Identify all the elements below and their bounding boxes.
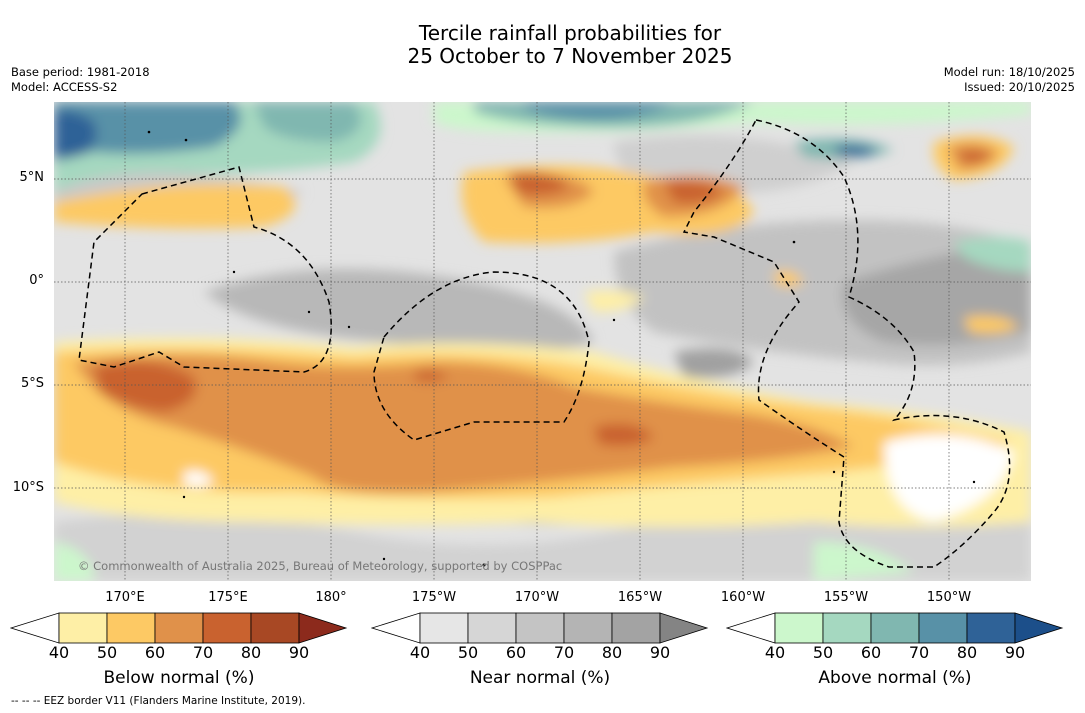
colorbar-segment (106, 612, 156, 644)
colorbar-lower-extension (371, 612, 421, 644)
model-run-text: Model run: 18/10/2025 (943, 65, 1075, 79)
cb-below-tick: 90 (288, 643, 310, 662)
lon-label-170e: 170°E (105, 590, 145, 605)
rainfall-probability-map: © Commonwealth of Australia 2025, Bureau… (54, 102, 1031, 581)
map-title-line2: 25 October to 7 November 2025 (407, 44, 733, 68)
colorbar-segment (202, 612, 252, 644)
colorbar-near-normal-label: Near normal (%) (469, 668, 611, 688)
lon-label-160w: 160°W (720, 590, 766, 605)
model-text: Model: ACCESS-S2 (11, 80, 118, 94)
copyright-credit: © Commonwealth of Australia 2025, Bureau… (78, 559, 562, 573)
colorbar-segment (250, 612, 300, 644)
colorbar-segment (58, 612, 108, 644)
eez-border-footnote: -- -- -- EEZ border V11 (Flanders Marine… (11, 695, 306, 707)
cb-near-tick: 60 (505, 643, 527, 662)
colorbar-segment (611, 612, 661, 644)
base-period-text: Base period: 1981-2018 (11, 65, 150, 79)
cb-near-tick: 90 (649, 643, 671, 662)
cb-below-tick: 60 (144, 643, 166, 662)
lon-label-170w: 170°W (514, 590, 560, 605)
colorbar-upper-extension (298, 612, 348, 644)
colorbar-segment (774, 612, 824, 644)
colorbar-segment (563, 612, 613, 644)
lon-label-175w: 175°W (411, 590, 457, 605)
colorbar-below-normal (10, 612, 348, 644)
cb-below-tick: 40 (48, 643, 70, 662)
cb-above-tick: 50 (812, 643, 834, 662)
cb-above-tick: 80 (956, 643, 978, 662)
map-title-line1: Tercile rainfall probabilities for (418, 21, 722, 45)
lon-label-175e: 175°E (208, 590, 248, 605)
colorbar-above-normal (726, 612, 1064, 644)
cb-above-tick: 40 (764, 643, 786, 662)
lon-label-150w: 150°W (926, 590, 972, 605)
eez-border-center (373, 271, 590, 441)
cb-above-tick: 90 (1004, 643, 1026, 662)
cb-near-tick: 70 (553, 643, 575, 662)
lat-label-5n: 5°N (19, 170, 45, 185)
colorbar-segment (966, 612, 1016, 644)
lon-label-180: 180° (315, 590, 347, 605)
lon-label-165w: 165°W (617, 590, 663, 605)
lat-label-5s: 5°S (20, 376, 44, 391)
cb-below-tick: 70 (192, 643, 214, 662)
lon-label-155w: 155°W (823, 590, 869, 605)
colorbar-segment (467, 612, 517, 644)
colorbar-segment (918, 612, 968, 644)
colorbar-near-normal (371, 612, 709, 644)
colorbar-lower-extension (10, 612, 60, 644)
colorbar-upper-extension (659, 612, 709, 644)
colorbar-below-normal-label: Below normal (%) (103, 668, 255, 688)
colorbar-segment (154, 612, 204, 644)
lat-label-10s: 10°S (12, 480, 44, 495)
colorbar-segment (870, 612, 920, 644)
colorbar-segment (515, 612, 565, 644)
cb-above-tick: 70 (908, 643, 930, 662)
cb-near-tick: 40 (409, 643, 431, 662)
cb-near-tick: 50 (457, 643, 479, 662)
cb-above-tick: 60 (860, 643, 882, 662)
colorbar-upper-extension (1014, 612, 1064, 644)
issued-text: Issued: 20/10/2025 (964, 80, 1075, 94)
colorbar-lower-extension (726, 612, 776, 644)
cb-below-tick: 50 (96, 643, 118, 662)
lat-label-0: 0° (29, 273, 44, 288)
colorbar-above-normal-label: Above normal (%) (818, 668, 972, 688)
colorbar-segment (822, 612, 872, 644)
cb-below-tick: 80 (240, 643, 262, 662)
colorbar-segment (419, 612, 469, 644)
eez-border-west (78, 166, 332, 373)
cb-near-tick: 80 (601, 643, 623, 662)
